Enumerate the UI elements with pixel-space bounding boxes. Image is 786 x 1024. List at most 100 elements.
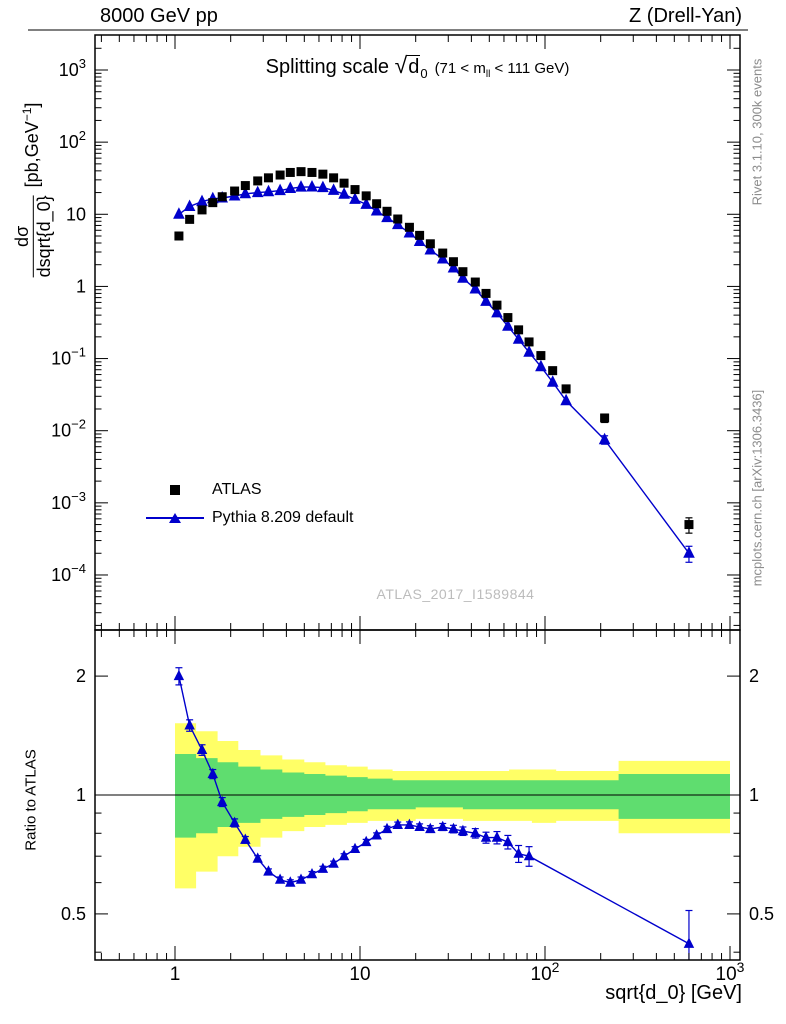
legend-label-pythia: Pythia 8.209 default — [212, 509, 354, 526]
pythia-data-point — [196, 194, 208, 207]
y-tick-label: 10 — [66, 204, 86, 224]
ratio-data-point — [207, 767, 218, 779]
atlas-data-point — [208, 198, 218, 208]
mass-cut-post: < 111 GeV) — [490, 60, 570, 77]
ratio-data-point — [457, 824, 469, 836]
ratio-tick-label-left: 2 — [76, 666, 86, 686]
y-tick-label: 1 — [76, 276, 86, 296]
pythia-data-point — [480, 294, 492, 306]
atlas-data-point — [350, 185, 360, 195]
legend: ATLAS Pythia 8.209 default — [146, 476, 353, 532]
ratio-tick-label-left: 1 — [76, 785, 86, 805]
pythia-data-point — [424, 243, 437, 255]
ratio-data-point — [317, 862, 329, 873]
main-panel-frame — [94, 34, 741, 631]
y-tick-label: 102 — [59, 128, 86, 152]
atlas-data-point — [275, 170, 285, 180]
title-radicand: d — [407, 55, 421, 78]
uncertainty-bands — [175, 723, 730, 889]
process-label: Z (Drell-Yan) — [629, 5, 742, 27]
atlas-data-point — [263, 173, 273, 183]
y-unit-exponent: −1 — [19, 107, 34, 122]
plot-title: Splitting scale √d0 (71 < mll < 111 GeV) — [95, 52, 740, 81]
pythia-data-point — [447, 261, 460, 273]
axis-ticks — [95, 35, 740, 960]
atlas-data-point — [458, 267, 468, 277]
atlas-data-point — [318, 169, 328, 179]
ratio-data-point — [196, 743, 208, 754]
ratio-tick-label-right: 2 — [749, 666, 759, 686]
pythia-data-point — [370, 204, 383, 216]
ratio-data-point — [217, 795, 228, 807]
y-tick-label: 10−3 — [51, 489, 86, 513]
ratio-data-point — [491, 831, 503, 842]
x-axis-label: sqrt{d_0} [GeV] — [605, 982, 742, 1004]
analysis-id-watermark: ATLAS_2017_I1589844 — [376, 586, 535, 602]
green-band — [175, 754, 730, 838]
ratio-data-point — [470, 827, 481, 838]
mass-cut-label: (71 < mll < 111 GeV) — [435, 60, 570, 80]
ratio-data-point — [523, 849, 535, 861]
atlas-data-point — [240, 181, 250, 191]
atlas-data-point — [393, 214, 403, 224]
main-y-axis-label: dσ dsqrt{d_0} [pb,GeV−1] — [11, 103, 54, 278]
y-unit: [pb,GeV — [21, 121, 42, 193]
ratio-data-point — [338, 849, 350, 861]
ratio-data-point — [173, 669, 185, 681]
atlas-data-point — [253, 176, 263, 186]
pythia-data-point — [469, 282, 482, 294]
pythia-data-point — [413, 234, 426, 246]
ratio-data-point — [306, 868, 318, 879]
pythia-data-point — [338, 187, 350, 199]
atlas-data-point — [339, 178, 349, 188]
pythia-data-point — [284, 181, 297, 193]
ratio-series — [173, 667, 695, 960]
atlas-data-point — [296, 167, 306, 177]
atlas-data-point — [185, 214, 195, 224]
atlas-data-point — [438, 248, 448, 258]
pythia-data-point — [523, 345, 535, 357]
beam-energy-label: 8000 GeV pp — [100, 5, 218, 27]
atlas-data-point — [197, 205, 207, 215]
ratio-data-point — [683, 937, 695, 948]
atlas-data-point — [285, 167, 295, 177]
pythia-data-point — [502, 319, 514, 331]
ratio-data-point — [328, 857, 339, 868]
ratio-data-point — [437, 820, 448, 831]
atlas-data-point — [481, 288, 491, 298]
pythia-data-point — [274, 183, 286, 196]
ratio-data-point — [371, 829, 382, 840]
ratio-tick-label-left: 0.5 — [61, 904, 86, 924]
ratio-data-point — [285, 876, 296, 887]
atlas-data-point — [492, 300, 502, 310]
pythia-data-point — [173, 207, 185, 219]
atlas-data-point — [415, 230, 425, 240]
ratio-data-point — [381, 822, 393, 834]
atlas-data-point — [425, 239, 435, 249]
atlas-data-point — [684, 520, 694, 530]
ratio-data-point — [513, 847, 524, 858]
pythia-data-point — [251, 185, 264, 198]
legend-entry-pythia: Pythia 8.209 default — [146, 504, 353, 532]
x-tick-label: 1 — [170, 964, 181, 985]
legend-entry-atlas: ATLAS — [146, 476, 353, 504]
ratio-data-point — [274, 873, 286, 884]
pythia-data-point — [436, 252, 449, 264]
pythia-data-point — [535, 359, 547, 372]
rivet-version-credit: Rivet 3.1.10, 300k events — [749, 58, 765, 206]
pythia-data-point — [183, 199, 196, 211]
fraction-denominator: dsqrt{d_0} — [33, 195, 54, 278]
ratio-data-point — [252, 852, 263, 863]
pythia-data-point — [683, 546, 695, 558]
atlas-data-point — [307, 167, 317, 177]
ratio-data-point — [349, 842, 361, 853]
ratio-data-point — [240, 833, 251, 844]
title-radicand-sub: 0 — [420, 66, 428, 81]
ratio-data-point — [480, 831, 492, 842]
ratio-data-point — [263, 865, 274, 876]
ratio-data-point — [361, 835, 372, 847]
pythia-data-point — [381, 210, 393, 223]
pythia-marker-cell — [146, 508, 204, 528]
